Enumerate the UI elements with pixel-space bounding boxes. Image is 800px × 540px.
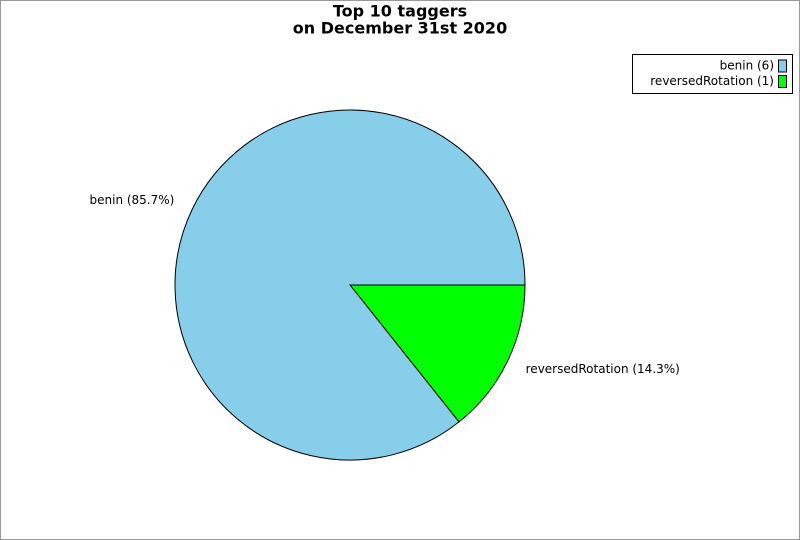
pie-slice (174, 109, 526, 461)
legend-swatch (778, 59, 787, 73)
pie-slice (348, 284, 526, 423)
legend-label: reversedRotation (1) (650, 74, 774, 88)
legend-label: benin (6) (720, 59, 774, 73)
legend-swatch (778, 75, 787, 88)
legend-box (632, 54, 793, 94)
slice-label: reversedRotation (14.3%) (526, 362, 680, 376)
chart-title: Top 10 taggers (333, 2, 467, 21)
slice-label: benin (85.7%) (90, 193, 175, 207)
chart-subtitle: on December 31st 2020 (293, 19, 507, 38)
